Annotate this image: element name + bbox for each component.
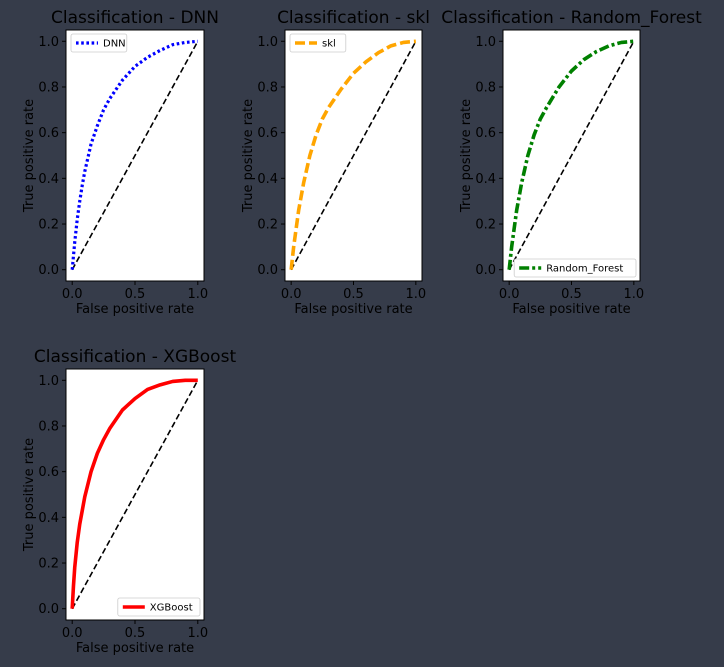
chart-1-ytick-label: 0.8 (257, 80, 278, 95)
chart-0-ytick-label: 1.0 (38, 35, 59, 50)
chart-1-ytick-label: 1.0 (257, 35, 278, 50)
chart-3-xtick-label: 0.0 (62, 626, 83, 641)
chart-1-series-skl-line (289, 39, 417, 270)
chart-2-ytick-label: 0.0 (475, 263, 496, 278)
chart-3-xtick-label: 0.5 (125, 626, 146, 641)
chart-1-ytick-label: 0.4 (257, 172, 278, 187)
chart-1-ytick-label: 0.6 (257, 126, 278, 141)
chart-0-title: Classification - DNN (51, 8, 219, 28)
chart-1-ylabel: True positive rate (241, 99, 256, 213)
chart-3-legend: XGBoost (117, 597, 201, 617)
chart-3-diagonal-line (71, 379, 199, 610)
chart-3: Classification - XGBoost 0.0 0.5 1.0 0.0 0.2 0… (22, 347, 236, 656)
chart-1-diagonal-line (290, 40, 417, 271)
chart-1-xtick-label: 0.0 (281, 287, 302, 302)
chart-3-ytick-label: 0.4 (38, 511, 59, 526)
chart-3-title: Classification - XGBoost (34, 347, 237, 367)
chart-0: Classification - DNN 0.0 0.5 1.0 0.0 0.2 0.4 0.… (22, 8, 219, 317)
chart-2-xlabel: False positive rate (512, 302, 630, 317)
chart-2-diagonal-line (508, 40, 635, 271)
chart-1: Classification - skl 0.0 0.5 1.0 0.0 0.2 0.4 0.… (241, 8, 430, 317)
chart-2-ytick-label: 0.6 (475, 126, 496, 141)
chart-2-ytick-label: 1.0 (475, 35, 496, 50)
chart-1-legend-label: skl (322, 39, 336, 50)
chart-1-xtick-label: 0.5 (343, 287, 364, 302)
chart-0-diagonal-line (71, 40, 199, 271)
chart-1-legend-box (289, 33, 347, 53)
chart-3-ytick-label: 0.0 (38, 602, 59, 617)
chart-0-ytick-label: 0.8 (38, 80, 59, 95)
chart-1-ytick-label: 0.2 (257, 218, 278, 233)
chart-0-ytick-label: 0.6 (38, 126, 59, 141)
chart-0-xtick-label: 0.5 (125, 287, 146, 302)
chart-1-title: Classification - skl (277, 8, 430, 28)
chart-0-series-dnn-line (70, 39, 198, 270)
chart-0-ytick-label: 0.4 (38, 172, 59, 187)
chart-2-ytick-label: 0.2 (475, 218, 496, 233)
chart-3-ytick-label: 0.6 (38, 465, 59, 480)
chart-2-ylabel: True positive rate (459, 99, 474, 213)
chart-3-ylabel: True positive rate (22, 438, 37, 552)
chart-3-ytick-label: 1.0 (38, 374, 59, 389)
chart-2-title: Classification - Random_Forest (441, 8, 702, 28)
chart-1-legend: skl (289, 33, 347, 53)
chart-1-xtick-label: 1.0 (405, 287, 426, 302)
chart-0-legend: DNN (70, 33, 128, 53)
chart-2-legend: Random_Forest (513, 258, 637, 278)
chart-2: Classification - Random_Forest 0.0 0.5 1.0 0… (441, 8, 702, 317)
chart-3-xlabel: False positive rate (76, 641, 194, 656)
chart-2-xtick-label: 0.5 (561, 287, 582, 302)
chart-3-ytick-label: 0.2 (38, 557, 59, 572)
chart-2-ytick-label: 0.8 (475, 80, 496, 95)
chart-0-ylabel: True positive rate (22, 99, 37, 213)
chart-0-ytick-label: 0.2 (38, 218, 59, 233)
chart-0-xtick-label: 1.0 (187, 287, 208, 302)
chart-3-xtick-label: 1.0 (187, 626, 208, 641)
chart-3-ytick-label: 0.8 (38, 419, 59, 434)
chart-0-xtick-label: 0.0 (62, 287, 83, 302)
chart-2-ytick-label: 0.4 (475, 172, 496, 187)
chart-2-series-random-forest-line (507, 39, 635, 270)
chart-0-legend-label: DNN (103, 39, 126, 50)
chart-2-xtick-label: 1.0 (623, 287, 644, 302)
chart-0-xlabel: False positive rate (76, 302, 194, 317)
chart-1-axes-frame (284, 29, 423, 282)
chart-2-legend-label: Random_Forest (546, 264, 623, 275)
chart-1-xlabel: False positive rate (294, 302, 412, 317)
chart-0-axes-frame (65, 29, 205, 282)
chart-2-axes-frame (502, 29, 641, 282)
chart-2-legend-box (513, 258, 637, 278)
chart-3-series-xgboost-line (70, 378, 198, 609)
chart-3-legend-box (117, 597, 201, 617)
chart-0-legend-box (70, 33, 128, 53)
chart-3-legend-label: XGBoost (150, 603, 193, 614)
chart-2-xtick-label: 0.0 (499, 287, 520, 302)
chart-1-ytick-label: 0.0 (257, 263, 278, 278)
chart-3-axes-frame (65, 368, 205, 621)
chart-0-ytick-label: 0.0 (38, 263, 59, 278)
